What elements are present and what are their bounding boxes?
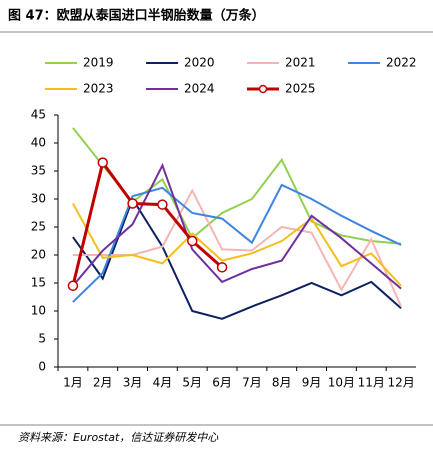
x-tick-label: 7月 bbox=[242, 376, 262, 390]
y-tick-label: 15 bbox=[31, 276, 46, 290]
x-tick-label: 6月 bbox=[212, 376, 232, 390]
x-tick-label: 11月 bbox=[358, 376, 385, 390]
x-tick-label: 9月 bbox=[302, 376, 322, 390]
legend-label: 2019 bbox=[83, 56, 114, 70]
series-line bbox=[71, 159, 224, 287]
point-marker bbox=[216, 262, 228, 273]
x-tick-label: 12月 bbox=[387, 376, 414, 390]
x-tick-label: 10月 bbox=[328, 376, 355, 390]
x-tick-label: 5月 bbox=[182, 376, 202, 390]
x-tick-label: 1月 bbox=[63, 376, 83, 390]
legend-label: 2024 bbox=[184, 82, 215, 96]
series-line bbox=[72, 162, 402, 290]
y-tick-label: 25 bbox=[31, 220, 46, 234]
point-marker bbox=[127, 198, 138, 209]
legend-label: 2025 bbox=[285, 82, 316, 96]
legend-marker bbox=[258, 84, 268, 94]
legend-label: 2021 bbox=[285, 56, 316, 70]
x-tick-label: 4月 bbox=[153, 376, 173, 390]
legend-label: 2022 bbox=[386, 56, 417, 70]
x-tick-label: 3月 bbox=[123, 376, 143, 390]
y-tick-label: 0 bbox=[38, 360, 46, 374]
x-tick-label: 8月 bbox=[272, 376, 292, 390]
point-marker bbox=[97, 157, 108, 168]
y-tick-label: 35 bbox=[31, 164, 46, 178]
x-tick-label: 2月 bbox=[93, 376, 113, 390]
series-line bbox=[72, 183, 402, 303]
series-line bbox=[72, 202, 402, 287]
series-line bbox=[72, 196, 402, 320]
y-tick-label: 10 bbox=[31, 304, 46, 318]
series-line bbox=[72, 188, 402, 307]
chart-title: 图 47：欧盟从泰国进口半钢胎数量（万条） bbox=[8, 8, 265, 24]
y-tick-label: 45 bbox=[31, 108, 46, 122]
source: 资料来源：Eurostat，信达证券研发中心 bbox=[18, 431, 219, 444]
legend-label: 2023 bbox=[83, 82, 114, 96]
y-tick-label: 20 bbox=[31, 248, 46, 262]
y-tick-label: 5 bbox=[38, 332, 46, 346]
y-tick-label: 30 bbox=[31, 192, 46, 206]
legend-label: 2020 bbox=[184, 56, 215, 70]
point-marker bbox=[157, 199, 168, 210]
y-tick-label: 40 bbox=[31, 136, 46, 150]
point-marker bbox=[187, 235, 198, 247]
point-marker bbox=[67, 280, 79, 292]
